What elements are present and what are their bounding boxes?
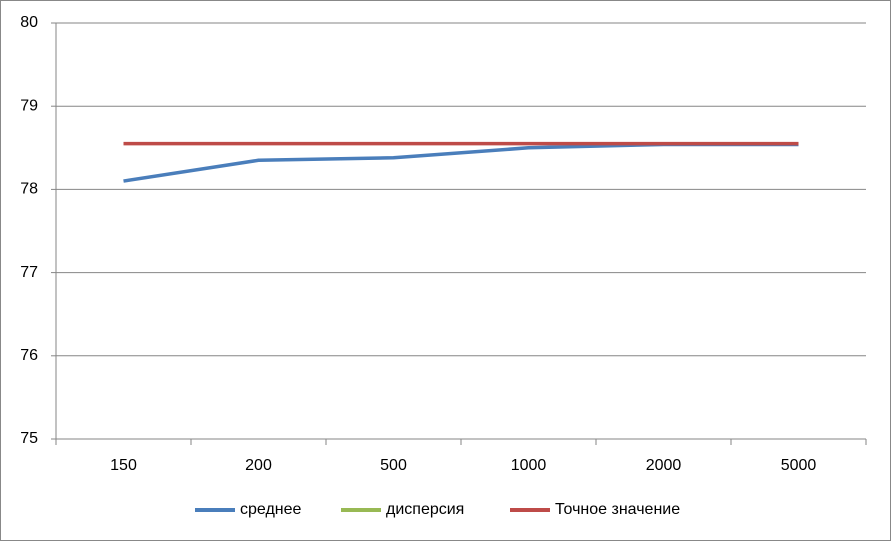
x-tick-label: 200 bbox=[245, 457, 272, 474]
y-tick-label: 78 bbox=[20, 181, 38, 198]
legend-label: среднее bbox=[240, 501, 302, 518]
y-tick-label: 77 bbox=[20, 264, 38, 281]
x-tick-label: 500 bbox=[380, 457, 407, 474]
x-tick-label: 2000 bbox=[646, 457, 682, 474]
y-tick-label: 75 bbox=[20, 430, 38, 447]
legend-label: Точное значение bbox=[555, 501, 680, 518]
legend-label: дисперсия bbox=[386, 501, 464, 518]
y-tick-label: 79 bbox=[20, 97, 38, 114]
x-tick-label: 5000 bbox=[781, 457, 817, 474]
x-tick-label: 1000 bbox=[511, 457, 547, 474]
x-tick-label: 150 bbox=[110, 457, 137, 474]
y-tick-label: 80 bbox=[20, 14, 38, 31]
y-tick-label: 76 bbox=[20, 347, 38, 364]
